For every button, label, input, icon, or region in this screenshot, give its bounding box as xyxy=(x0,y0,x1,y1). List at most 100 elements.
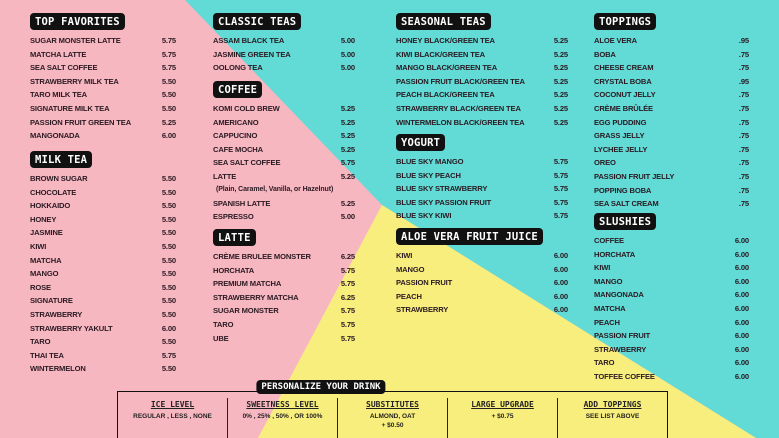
menu-item: SUGAR MONSTER 5.75 xyxy=(213,304,355,318)
item-name: BOBA xyxy=(594,49,616,59)
item-price: 6.00 xyxy=(734,290,749,300)
personalize-box: ICE LEVEL REGULAR , LESS , NONE SWEETNESS … xyxy=(117,391,668,438)
item-name: PASSION FRUIT JELLY xyxy=(594,171,675,181)
item-price: 6.25 xyxy=(340,292,355,302)
item-name: PEACH xyxy=(396,291,422,301)
item-name: WINTERMELON xyxy=(30,364,86,374)
menu-item: KIWI 5.50 xyxy=(30,240,176,254)
item-price: 5.25 xyxy=(340,117,355,127)
item-price: .75 xyxy=(738,144,749,154)
option-title: LARGE UPGRADE xyxy=(471,400,534,409)
item-name: CAPPUCINO xyxy=(213,131,258,141)
menu-item: TARO 6.00 xyxy=(594,356,749,370)
item-price: .75 xyxy=(738,117,749,127)
menu-item: WINTERMELON 5.50 xyxy=(30,362,176,376)
item-name: SEA SALT CREAM xyxy=(594,199,659,209)
item-price: 5.50 xyxy=(161,90,176,100)
menu-item: STRAWBERRY YAKULT 6.00 xyxy=(30,322,176,336)
item-name: HONEY BLACK/GREEN TEA xyxy=(396,36,495,45)
item-price: 5.75 xyxy=(161,36,176,45)
personalize-title: PERSONALIZE YOUR DRINK xyxy=(256,380,386,394)
menu-section: SEASONAL TEAS HONEY BLACK/GREEN TEA 5.25 KI… xyxy=(396,12,568,129)
menu-item: STRAWBERRY BLACK/GREEN TEA 5.25 xyxy=(396,102,568,116)
teal-shape xyxy=(185,0,779,438)
section-header: TOPPINGS xyxy=(594,13,657,30)
option-value: ALMOND, OAT + $0.50 xyxy=(369,413,416,429)
menu-item: HORCHATA 5.75 xyxy=(213,264,355,278)
item-name: KIWI xyxy=(30,241,47,251)
item-price: 5.50 xyxy=(161,201,176,211)
item-name: COCONUT JELLY xyxy=(594,90,656,100)
item-price: .75 xyxy=(738,171,749,181)
menu-section: SLUSHIES COFFEE 6.00 HORCHATA 6.00 KIWI 6.00 MA… xyxy=(594,212,749,384)
menu-item: KIWI 6.00 xyxy=(594,261,749,275)
item-price: 5.50 xyxy=(161,241,176,251)
item-name: LATTE xyxy=(213,171,237,181)
item-name: JASMINE xyxy=(30,228,63,238)
item-name: BLUE SKY PEACH xyxy=(396,170,461,180)
item-price: 5.50 xyxy=(161,214,176,224)
menu-item: LATTE 5.25 xyxy=(213,170,355,184)
menu-item: CHEESE CREAM .75 xyxy=(594,61,749,75)
item-name: BLUE SKY MANGO xyxy=(396,157,464,166)
item-price: 5.50 xyxy=(161,282,176,292)
item-price: .75 xyxy=(738,158,749,168)
option-title: ADD TOPPINGS xyxy=(583,400,642,409)
item-name: PREMIUM MATCHA xyxy=(213,279,282,289)
item-price: 5.75 xyxy=(340,279,355,289)
item-name: BLUE SKY PASSION FRUIT xyxy=(396,197,492,207)
item-name: SEA SALT COFFEE xyxy=(30,63,98,73)
item-price: 6.00 xyxy=(734,263,749,273)
item-price: 5.00 xyxy=(340,49,355,59)
item-price: 5.25 xyxy=(161,117,176,127)
menu-item: ROSE 5.50 xyxy=(30,281,176,295)
menu-item: SPANISH LATTE 5.25 xyxy=(213,197,355,211)
item-name: SEA SALT COFFEE xyxy=(213,158,281,168)
menu-item: CRÈME BRULEE MONSTER 6.25 xyxy=(213,250,355,264)
menu-item: PEACH 6.00 xyxy=(396,290,568,304)
item-name: SUGAR MONSTER LATTE xyxy=(30,36,121,45)
item-name: MANGO BLACK/GREEN TEA xyxy=(396,63,498,73)
item-name: TARO xyxy=(30,337,51,347)
item-name: EGG PUDDING xyxy=(594,117,647,127)
item-price: .75 xyxy=(738,185,749,195)
menu-item: POPPING BOBA .75 xyxy=(594,184,749,198)
item-price: 5.75 xyxy=(553,197,568,207)
item-name: HOKKAIDO xyxy=(30,201,71,211)
section-header: TOP FAVORITES xyxy=(30,13,125,30)
item-name: SPANISH LATTE xyxy=(213,198,271,208)
item-price: 5.75 xyxy=(340,158,355,168)
menu-item: STRAWBERRY 5.50 xyxy=(30,308,176,322)
menu-item: MANGO 6.00 xyxy=(594,275,749,289)
menu-section: CLASSIC TEAS ASSAM BLACK TEA 5.00 JASMINE G… xyxy=(213,12,355,75)
item-price: 5.50 xyxy=(161,269,176,279)
menu-item: LYCHEE JELLY .75 xyxy=(594,143,749,157)
item-price: 6.00 xyxy=(734,344,749,354)
menu-item: PEACH 6.00 xyxy=(594,316,749,330)
item-price: .75 xyxy=(738,103,749,113)
item-name: THAI TEA xyxy=(30,350,64,360)
menu-item: CRÈME BRÛLÉE .75 xyxy=(594,102,749,116)
item-name: MANGO xyxy=(30,269,59,279)
menu-section: MILK TEA BROWN SUGAR 5.50 CHOCOLATE 5.50 HOKK… xyxy=(30,150,176,376)
item-name: PASSION FRUIT BLACK/GREEN TEA xyxy=(396,76,525,86)
menu-item: BLUE SKY PASSION FRUIT 5.75 xyxy=(396,196,568,210)
section-header: SEASONAL TEAS xyxy=(396,13,491,30)
menu-item: PASSION FRUIT 6.00 xyxy=(396,276,568,290)
item-name: COFFEE xyxy=(594,236,624,245)
menu-item: SUGAR MONSTER LATTE 5.75 xyxy=(30,34,176,48)
item-price: .75 xyxy=(738,131,749,141)
item-price: 6.00 xyxy=(161,131,176,141)
menu-item: TARO MILK TEA 5.50 xyxy=(30,88,176,102)
item-name: HORCHATA xyxy=(594,249,636,259)
personalize-option: SUBSTITUTES ALMOND, OAT + $0.50 xyxy=(338,398,448,438)
menu-item: BLUE SKY KIWI 5.75 xyxy=(396,209,568,223)
menu-item: EGG PUDDING .75 xyxy=(594,116,749,130)
item-price: 5.25 xyxy=(553,117,568,127)
item-name: MATCHA xyxy=(30,255,62,265)
item-price: 5.25 xyxy=(340,171,355,181)
section-header: MILK TEA xyxy=(30,151,93,168)
item-name: ALOE VERA xyxy=(594,36,637,45)
item-price: 5.25 xyxy=(340,104,355,113)
